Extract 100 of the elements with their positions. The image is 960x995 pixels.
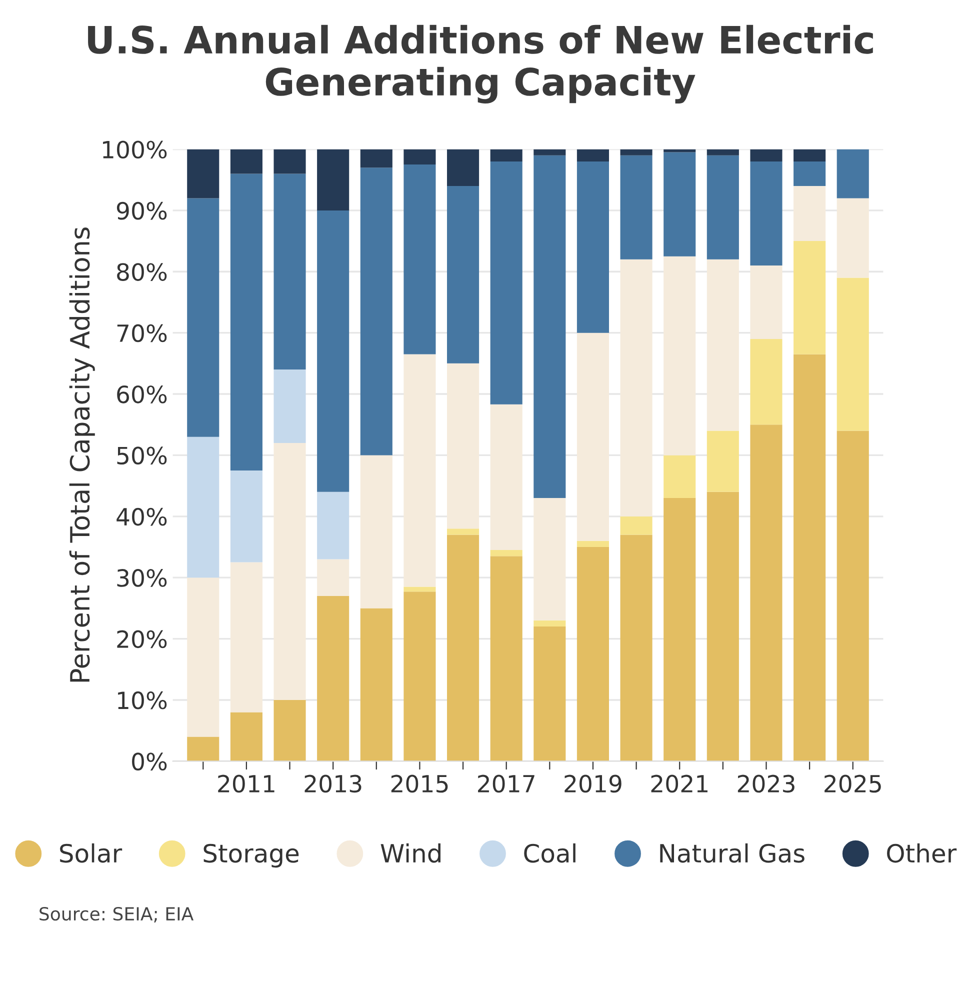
x-tick-label: 2019 <box>564 774 622 793</box>
bar <box>620 534 652 762</box>
bar <box>706 492 739 762</box>
y-tick-label: 50% <box>117 446 167 465</box>
x-tick-label: 2021 <box>651 774 708 793</box>
bar <box>534 620 566 627</box>
bar <box>576 540 610 547</box>
y-tick-label: 60% <box>117 385 167 404</box>
x-tick-label: 2015 <box>391 774 448 793</box>
bar <box>620 149 652 156</box>
bar <box>620 155 652 260</box>
bar <box>274 700 306 762</box>
y-tick-label: 80% <box>117 263 167 281</box>
bar <box>706 259 739 431</box>
bar <box>664 152 696 256</box>
bar <box>404 164 436 354</box>
bar <box>706 155 739 260</box>
bar <box>317 559 350 596</box>
bar <box>360 608 392 762</box>
bar <box>317 149 350 210</box>
bar <box>794 241 826 354</box>
bar <box>230 149 262 174</box>
bar <box>187 198 220 437</box>
bar <box>664 455 696 498</box>
bar <box>446 186 480 364</box>
bar <box>576 332 610 541</box>
bar <box>620 516 652 535</box>
y-axis-title: Percent of Total Capacity Additions <box>69 228 95 682</box>
bar <box>750 338 782 425</box>
bar <box>187 149 220 198</box>
bar <box>317 210 350 492</box>
legend-label: Natural Gas <box>660 843 804 863</box>
y-tick-label: 0% <box>132 752 167 770</box>
bar <box>750 266 782 339</box>
legend-label: Storage <box>204 844 299 868</box>
chart-title: U.S. Annual Additions of New Electric Generating Capacity <box>88 24 873 104</box>
bar <box>750 161 782 266</box>
bar <box>794 354 826 762</box>
bar <box>317 596 350 762</box>
x-tick-label: 2017 <box>478 774 534 793</box>
bar <box>794 186 826 242</box>
bar <box>836 198 869 278</box>
bar <box>836 149 869 198</box>
legend-label: Solar <box>60 843 122 863</box>
bar <box>404 592 436 762</box>
y-tick-label: 30% <box>117 569 167 587</box>
bar <box>446 528 480 535</box>
bar <box>490 161 522 404</box>
legend-label: Wind <box>380 843 440 863</box>
bar <box>446 149 480 186</box>
bar <box>620 259 652 516</box>
bar <box>750 149 782 162</box>
bar <box>534 149 566 156</box>
bar <box>404 354 436 587</box>
bar <box>836 278 869 431</box>
bar <box>576 161 610 333</box>
bar <box>230 174 262 471</box>
y-tick-label: 20% <box>117 630 167 648</box>
bar <box>534 498 566 620</box>
y-tick-label: 40% <box>116 508 167 526</box>
bar <box>490 149 522 162</box>
bar <box>187 436 220 578</box>
y-tick-label: 70% <box>117 324 167 342</box>
bar <box>664 498 696 762</box>
bar <box>794 149 826 162</box>
bar <box>534 626 566 762</box>
legend-label: Coal <box>524 843 576 863</box>
bar <box>274 442 306 700</box>
bar <box>446 363 480 529</box>
bar <box>360 149 392 168</box>
bar <box>706 430 739 492</box>
bar <box>360 455 392 608</box>
bar <box>576 149 610 162</box>
bar <box>664 256 696 456</box>
bar <box>534 155 566 498</box>
bar <box>274 370 306 443</box>
bar <box>187 578 220 737</box>
y-tick-label: 100% <box>103 140 167 159</box>
bar <box>360 168 392 456</box>
bar <box>187 736 220 762</box>
x-tick-label: 2013 <box>304 774 362 793</box>
y-tick-label: 90% <box>116 202 167 220</box>
bar <box>274 174 306 370</box>
bar <box>230 712 262 762</box>
x-tick-label: 2023 <box>738 774 794 793</box>
bar <box>230 562 262 712</box>
y-tick-label: 10% <box>118 691 167 710</box>
bar <box>664 149 696 152</box>
x-tick-label: 2011 <box>218 774 274 793</box>
bar <box>446 534 480 762</box>
bar <box>576 547 610 762</box>
bar <box>750 424 782 762</box>
bar <box>794 161 826 186</box>
bar <box>404 149 436 165</box>
bar <box>836 430 869 762</box>
bar <box>317 492 350 560</box>
bar <box>404 586 436 592</box>
bar <box>490 404 522 550</box>
bar <box>706 149 739 156</box>
x-tick-label: 2025 <box>824 774 881 793</box>
